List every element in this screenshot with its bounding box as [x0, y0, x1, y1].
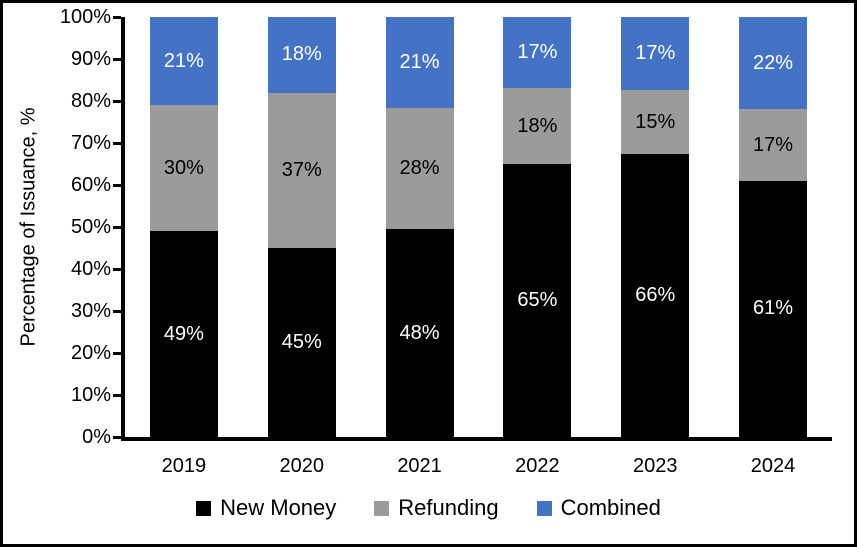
y-tick-mark — [113, 184, 121, 187]
y-tick-mark — [113, 268, 121, 271]
y-tick-label: 0% — [82, 426, 111, 448]
segment-value-label: 49% — [163, 322, 204, 345]
segment-new-money-2020: 45% — [267, 248, 336, 437]
segment-refunding-2019: 30% — [149, 105, 218, 232]
segment-combined-2022: 17% — [503, 17, 572, 89]
x-axis: 2019 2020 2021 2022 2023 2024 — [125, 455, 832, 478]
segment-value-label: 17% — [517, 41, 558, 64]
segment-value-label: 65% — [517, 289, 558, 311]
legend-item-refunding: Refunding — [374, 495, 499, 521]
y-tick-mark — [113, 394, 121, 397]
y-tick-label: 20% — [70, 342, 111, 364]
x-tick-label-2019: 2019 — [161, 455, 207, 477]
y-tick-mark — [113, 142, 121, 145]
stacked-bar-2019: 49% 30% 21% — [149, 17, 218, 437]
x-tick-label-2020: 2020 — [279, 455, 324, 477]
segment-new-money-2024: 61% — [739, 180, 808, 437]
segment-new-money-2021: 48% — [385, 229, 454, 437]
y-tick-label: 10% — [70, 384, 111, 406]
y-tick-label: 40% — [70, 258, 111, 280]
segment-value-label: 17% — [635, 41, 676, 64]
segment-combined-2024: 22% — [739, 17, 808, 110]
y-tick-label: 50% — [70, 216, 111, 238]
segment-value-label: 30% — [163, 156, 204, 179]
segment-value-label: 48% — [399, 321, 440, 344]
stacked-bar-2023: 66% 15% 17% — [621, 17, 690, 437]
segment-combined-2019: 21% — [149, 17, 218, 106]
segment-value-label: 28% — [399, 157, 440, 180]
segment-new-money-2023: 66% — [621, 154, 690, 437]
legend-label: Combined — [560, 495, 661, 520]
bar-slot-2022: 65% 18% 17% — [478, 17, 596, 437]
x-tick-label-2022: 2022 — [515, 455, 560, 477]
segment-combined-2021: 21% — [385, 17, 454, 108]
segment-refunding-2023: 15% — [621, 89, 690, 155]
legend-swatch-new-money — [196, 500, 212, 516]
segment-refunding-2024: 17% — [739, 109, 808, 181]
segment-value-label: 18% — [517, 114, 558, 137]
legend-label: New Money — [220, 495, 337, 520]
segment-refunding-2022: 18% — [503, 88, 572, 164]
x-tick-label-2024: 2024 — [750, 455, 796, 477]
stacked-bar-2021: 48% 28% 21% — [385, 17, 454, 437]
legend-swatch-combined — [536, 500, 552, 516]
y-tick-label: 80% — [70, 90, 111, 112]
legend-item-new-money: New Money — [196, 495, 336, 521]
y-axis: 100% 90% 80% 70% 60% 50% 40% 30% 20% 10% 0% — [3, 3, 121, 544]
segment-new-money-2019: 49% — [149, 231, 218, 437]
y-tick-mark — [113, 58, 121, 61]
y-tick-mark — [113, 436, 121, 439]
segment-value-label: 45% — [281, 331, 322, 353]
segment-value-label: 21% — [163, 49, 204, 72]
plot-area: 49% 30% 21% 45% 37% 18% 48% 28% 21% 65% 18% 17% 66% 1… — [121, 17, 832, 441]
segment-value-label: 61% — [753, 297, 794, 320]
bar-slot-2024: 61% 17% 22% — [714, 17, 832, 437]
y-tick-mark — [113, 100, 121, 103]
bar-slot-2020: 45% 37% 18% — [243, 17, 361, 437]
segment-combined-2020: 18% — [267, 17, 336, 93]
segment-combined-2023: 17% — [621, 17, 690, 90]
legend-label: Refunding — [398, 495, 499, 520]
y-tick-mark — [113, 310, 121, 313]
y-tick-mark — [113, 16, 121, 19]
stacked-bar-2020: 45% 37% 18% — [267, 17, 336, 437]
y-tick-label: 60% — [70, 174, 111, 196]
segment-value-label: 17% — [753, 133, 794, 156]
bar-slot-2021: 48% 28% 21% — [361, 17, 479, 437]
legend-item-combined: Combined — [536, 495, 661, 521]
segment-new-money-2022: 65% — [503, 164, 572, 437]
y-tick-label: 30% — [70, 300, 111, 322]
legend-swatch-refunding — [374, 500, 390, 516]
x-tick-label-2023: 2023 — [632, 455, 678, 477]
bar-slot-2023: 66% 15% 17% — [596, 17, 714, 437]
segment-value-label: 37% — [281, 158, 322, 181]
segment-value-label: 18% — [281, 43, 322, 66]
segment-value-label: 66% — [635, 284, 676, 307]
segment-value-label: 22% — [753, 51, 794, 74]
y-tick-mark — [113, 352, 121, 355]
y-tick-label: 100% — [59, 6, 111, 28]
stacked-bar-2022: 65% 18% 17% — [503, 17, 572, 437]
segment-value-label: 15% — [635, 110, 676, 133]
segment-refunding-2020: 37% — [267, 92, 336, 248]
x-tick-label-2021: 2021 — [397, 455, 442, 477]
segment-refunding-2021: 28% — [385, 107, 454, 230]
y-tick-label: 70% — [70, 132, 111, 154]
segment-value-label: 21% — [399, 50, 440, 73]
y-tick-label: 90% — [70, 48, 111, 70]
legend: New Money Refunding Combined — [3, 495, 854, 521]
stacked-bar-2024: 61% 17% 22% — [739, 17, 808, 437]
y-tick-mark — [113, 226, 121, 229]
bar-slot-2019: 49% 30% 21% — [125, 17, 243, 437]
